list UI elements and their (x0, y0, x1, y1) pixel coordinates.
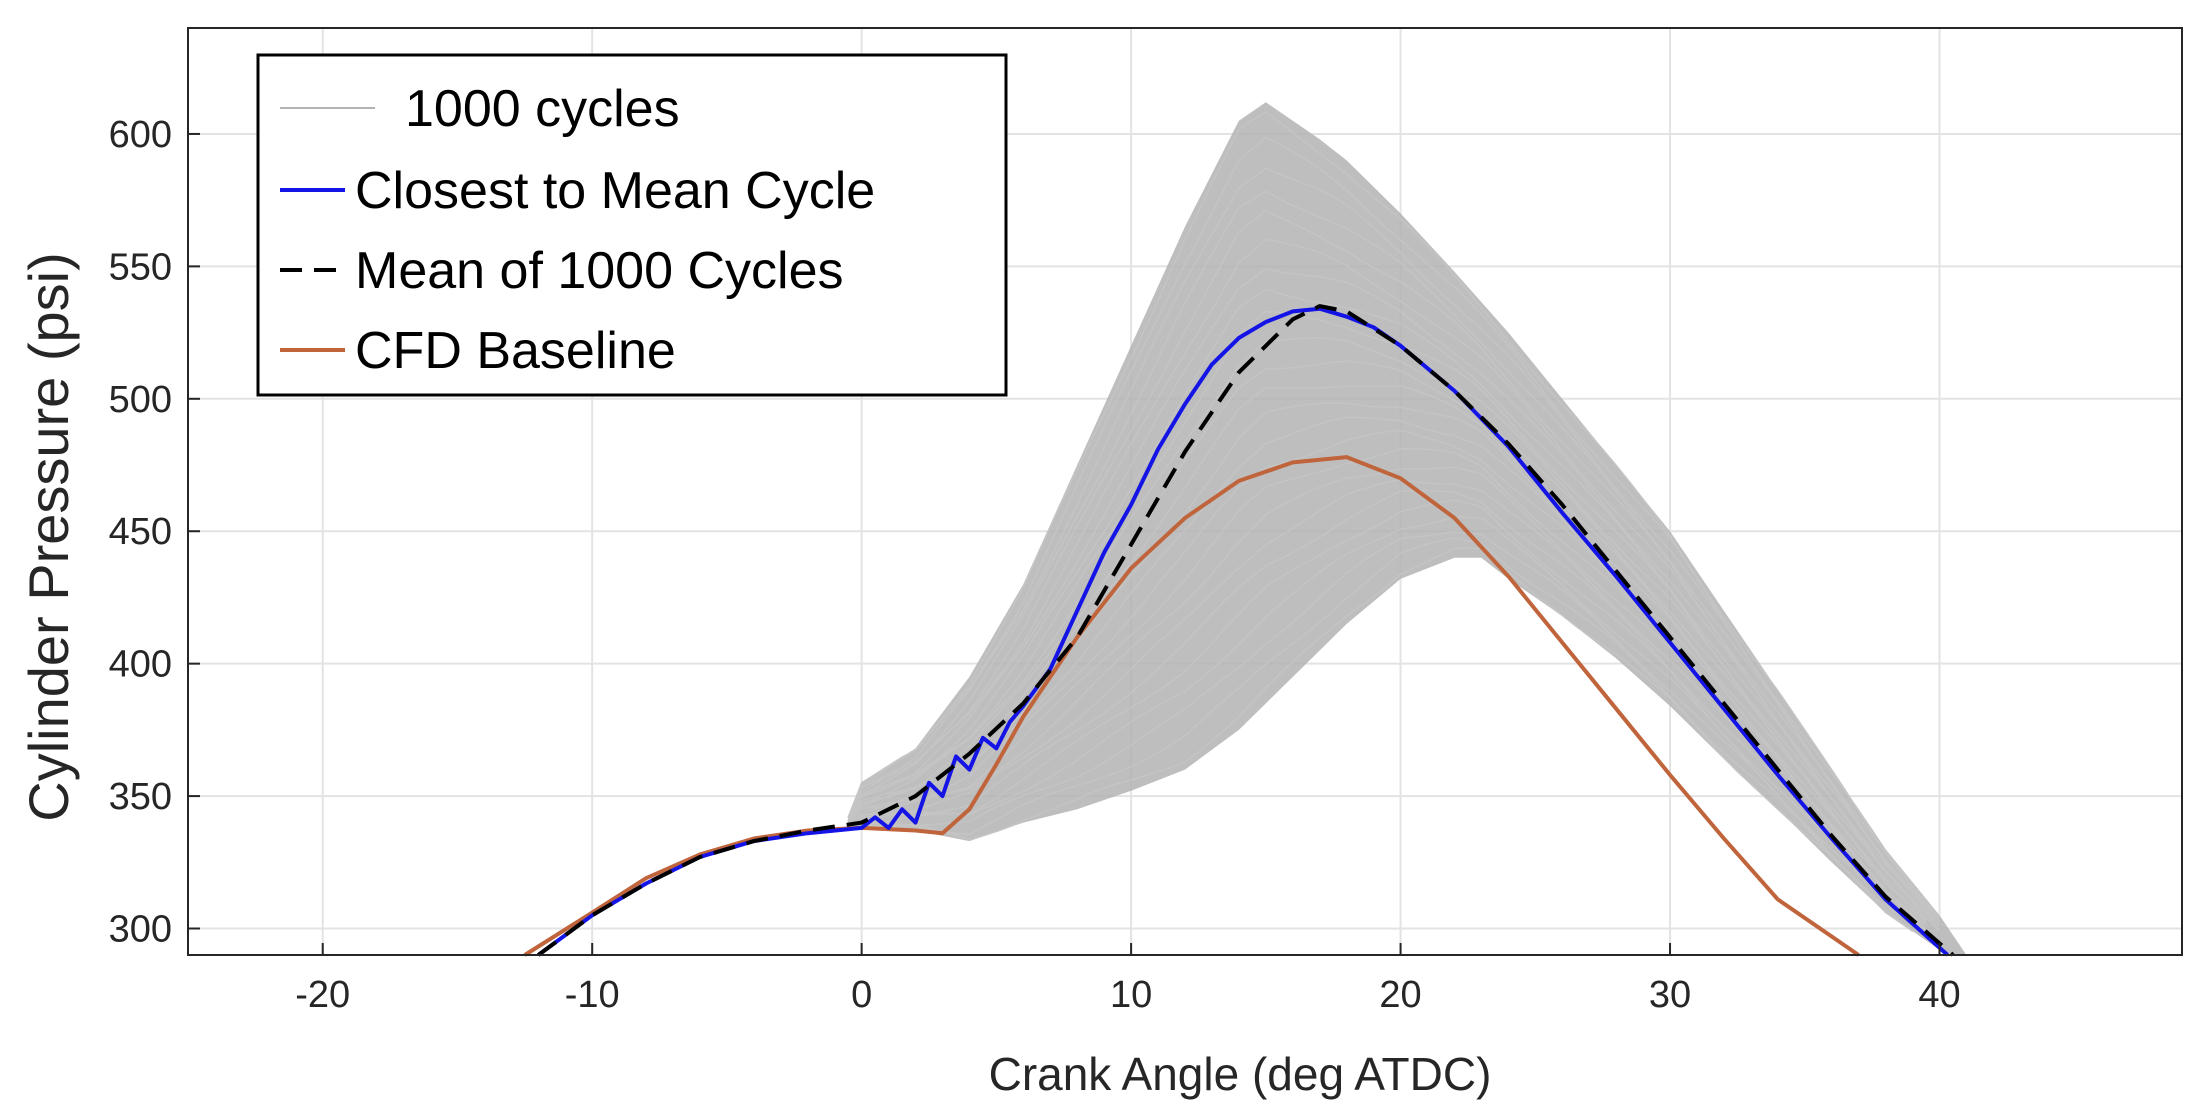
axis-ticks: -20 -10 0 10 20 30 40 300 350 400 450 500 550 600 (109, 114, 1961, 1016)
x-tick-label: -20 (295, 974, 350, 1016)
legend-label-cycles: 1000 cycles (405, 80, 680, 138)
cycle-trace (847, 489, 1927, 932)
y-tick-label: 550 (109, 246, 172, 288)
y-tick-label: 350 (109, 776, 172, 818)
cycle-trace (847, 136, 1941, 922)
cycle-trace (848, 547, 1913, 932)
cycle-trace (847, 530, 1913, 924)
series-line-mean (537, 304, 1955, 957)
x-tick-label: 40 (1918, 974, 1960, 1016)
cycle-trace (847, 288, 1941, 926)
y-tick-label: 300 (109, 909, 172, 951)
cycle-trace (847, 537, 1913, 932)
series-lines (523, 304, 1955, 957)
cycle-trace (847, 190, 1941, 918)
cycle-trace (847, 402, 1927, 924)
x-tick-label: 20 (1379, 974, 1421, 1016)
ensemble-cycles (847, 102, 1967, 955)
cycle-trace (847, 360, 1927, 914)
series-line-closest (537, 306, 1949, 957)
cycle-trace (847, 499, 1927, 938)
series-line-cfd (523, 455, 1860, 957)
x-tick-label: 10 (1110, 974, 1152, 1016)
y-tick-label: 500 (109, 379, 172, 421)
cycle-trace (847, 210, 1941, 926)
cycle-trace (847, 429, 1927, 923)
legend-label-closest: Closest to Mean Cycle (355, 162, 875, 220)
plot-frame (187, 27, 2183, 956)
legend-label-cfd: CFD Baseline (355, 322, 676, 380)
y-tick-label: 450 (109, 511, 172, 553)
y-axis-label: Cylinder Pressure (psi) (17, 252, 80, 822)
legend: 1000 cycles Closest to Mean Cycle Mean o… (256, 53, 1008, 397)
y-tick-label: 600 (109, 114, 172, 156)
legend-box (256, 53, 1008, 397)
x-tick-label: 30 (1649, 974, 1691, 1016)
cycle-trace (847, 110, 1941, 918)
x-tick-label: -10 (565, 974, 620, 1016)
cycle-trace (847, 238, 1941, 926)
legend-label-mean: Mean of 1000 Cycles (355, 242, 844, 300)
x-tick-label: 0 (851, 974, 872, 1016)
x-axis-label: Crank Angle (deg ATDC) (989, 1048, 1492, 1100)
y-tick-label: 400 (109, 644, 172, 686)
cycle-trace (847, 336, 1941, 930)
cycle-trace (847, 385, 1927, 922)
